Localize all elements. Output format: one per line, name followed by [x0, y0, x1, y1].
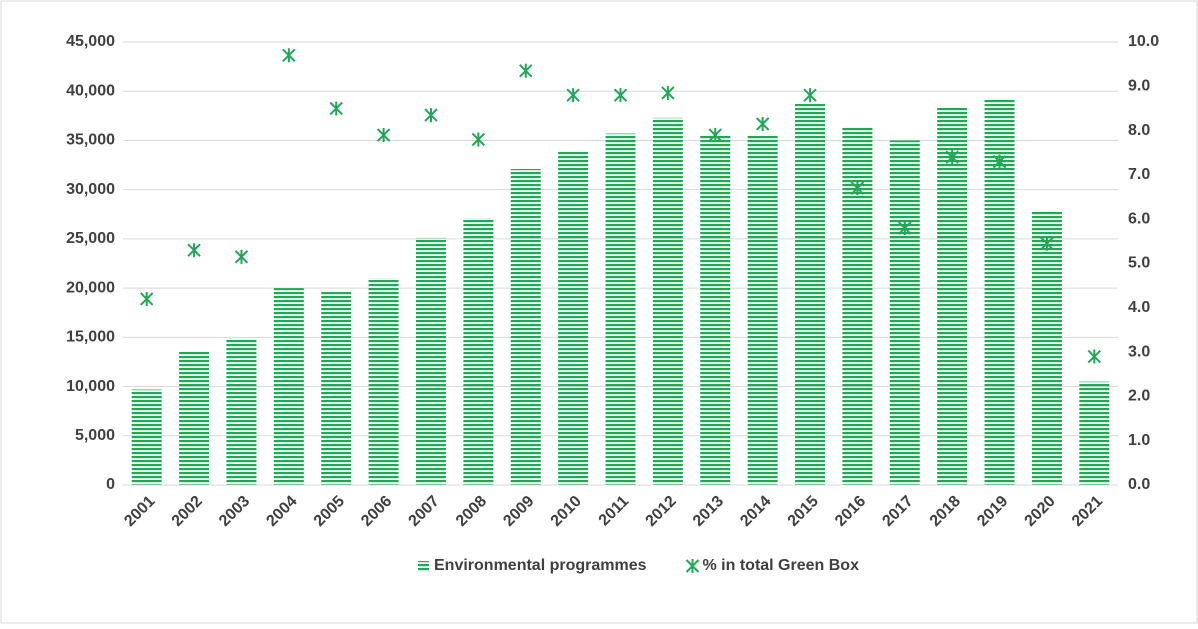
y2-tick-label: 1.0 [1128, 432, 1150, 449]
bar [179, 351, 210, 485]
y-tick-label: 10,000 [66, 378, 115, 395]
legend-swatch [418, 561, 429, 572]
bar [463, 218, 494, 485]
bar [558, 151, 589, 486]
bar [1079, 381, 1110, 485]
legend-swatch [685, 559, 700, 573]
bar [1031, 211, 1062, 485]
y-tick-label: 25,000 [66, 230, 115, 247]
y2-tick-label: 5.0 [1128, 255, 1150, 272]
y2-tick-label: 3.0 [1128, 343, 1150, 360]
marker [282, 48, 296, 63]
y-tick-label: 5,000 [75, 427, 115, 444]
bar [273, 288, 304, 485]
bar [510, 168, 541, 485]
y2-tick-label: 0.0 [1128, 476, 1150, 493]
marker [1087, 349, 1102, 364]
marker [187, 243, 201, 258]
bar [226, 338, 257, 485]
bar [131, 389, 162, 485]
y2-tick-label: 10.0 [1128, 33, 1159, 50]
bar [889, 140, 920, 485]
marker [661, 85, 675, 100]
marker [329, 101, 343, 116]
bar [321, 292, 352, 485]
bar [795, 104, 826, 486]
marker [471, 132, 486, 147]
marker [613, 88, 628, 103]
bar [747, 134, 778, 485]
y-tick-label: 45,000 [66, 33, 115, 50]
y2-tick-label: 8.0 [1128, 122, 1150, 139]
bar [937, 106, 968, 486]
marker [755, 116, 770, 131]
bar [605, 133, 636, 485]
marker [139, 291, 154, 306]
y-tick-label: 20,000 [66, 279, 115, 296]
marker [519, 63, 533, 78]
bar [368, 278, 399, 485]
legend-label: % in total Green Box [703, 557, 860, 574]
y2-tick-label: 2.0 [1128, 388, 1150, 405]
y2-tick-label: 4.0 [1128, 299, 1150, 316]
bar [700, 134, 731, 485]
y-tick-label: 30,000 [66, 181, 115, 198]
y-tick-label: 35,000 [66, 132, 115, 149]
marker [234, 249, 249, 264]
marker [898, 221, 912, 236]
marker [376, 128, 391, 143]
marker [566, 88, 580, 103]
bar [415, 237, 446, 485]
marker [708, 128, 722, 143]
y-tick-label: 0 [106, 476, 115, 493]
y2-tick-label: 6.0 [1128, 210, 1150, 227]
y2-tick-label: 9.0 [1128, 78, 1150, 95]
bar [652, 117, 683, 486]
legend-label: Environmental programmes [434, 557, 647, 574]
marker [1040, 236, 1054, 251]
y-tick-label: 15,000 [66, 329, 115, 346]
marker [992, 154, 1007, 169]
marker [850, 181, 865, 196]
marker [945, 150, 959, 165]
y2-tick-label: 7.0 [1128, 166, 1150, 183]
marker [803, 88, 817, 103]
marker [424, 108, 438, 123]
y-tick-label: 40,000 [66, 82, 115, 99]
